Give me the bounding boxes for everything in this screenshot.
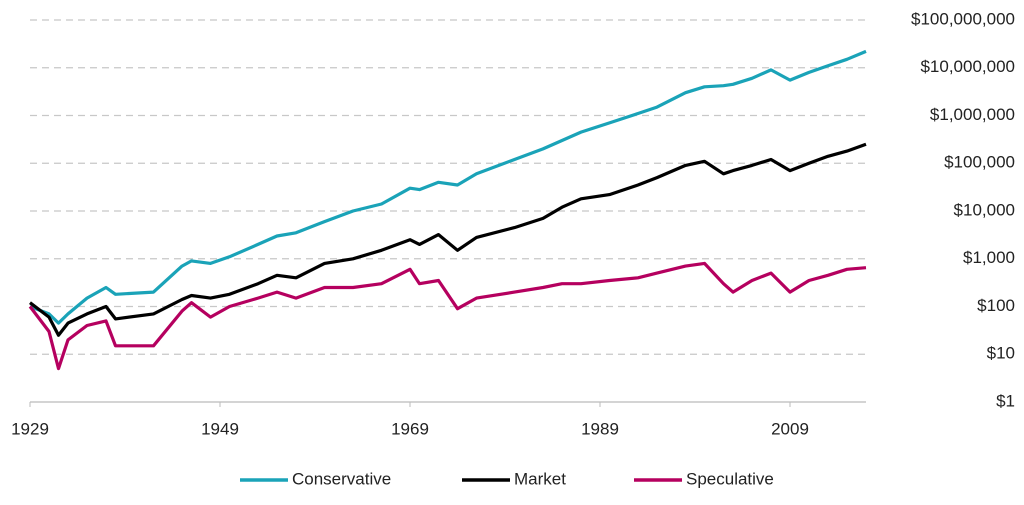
- series-line: [28, 261, 867, 371]
- y-tick-label: $10,000,000: [920, 57, 1015, 76]
- y-tick-label: $1,000,000: [930, 105, 1015, 124]
- y-tick-label: $10: [987, 344, 1015, 363]
- series-line: [29, 142, 867, 337]
- legend-label: Conservative: [292, 469, 391, 488]
- x-tick-label: 1969: [391, 419, 429, 438]
- x-tick-label: 2009: [771, 419, 809, 438]
- y-tick-label: $1,000: [963, 248, 1015, 267]
- legend-label: Market: [514, 469, 566, 488]
- legend-item: Market: [462, 469, 566, 488]
- x-tick-label: 1989: [581, 419, 619, 438]
- y-tick-label: $1: [996, 391, 1015, 410]
- x-tick-label: 1929: [11, 419, 49, 438]
- y-tick-label: $100,000: [944, 153, 1015, 172]
- y-tick-label: $100: [977, 296, 1015, 315]
- y-tick-label: $100,000,000: [911, 9, 1015, 28]
- y-tick-label: $10,000: [954, 200, 1015, 219]
- legend-item: Speculative: [634, 469, 774, 488]
- series-line: [29, 49, 867, 325]
- legend-label: Speculative: [686, 469, 774, 488]
- legend-item: Conservative: [240, 469, 391, 488]
- x-tick-label: 1949: [201, 419, 239, 438]
